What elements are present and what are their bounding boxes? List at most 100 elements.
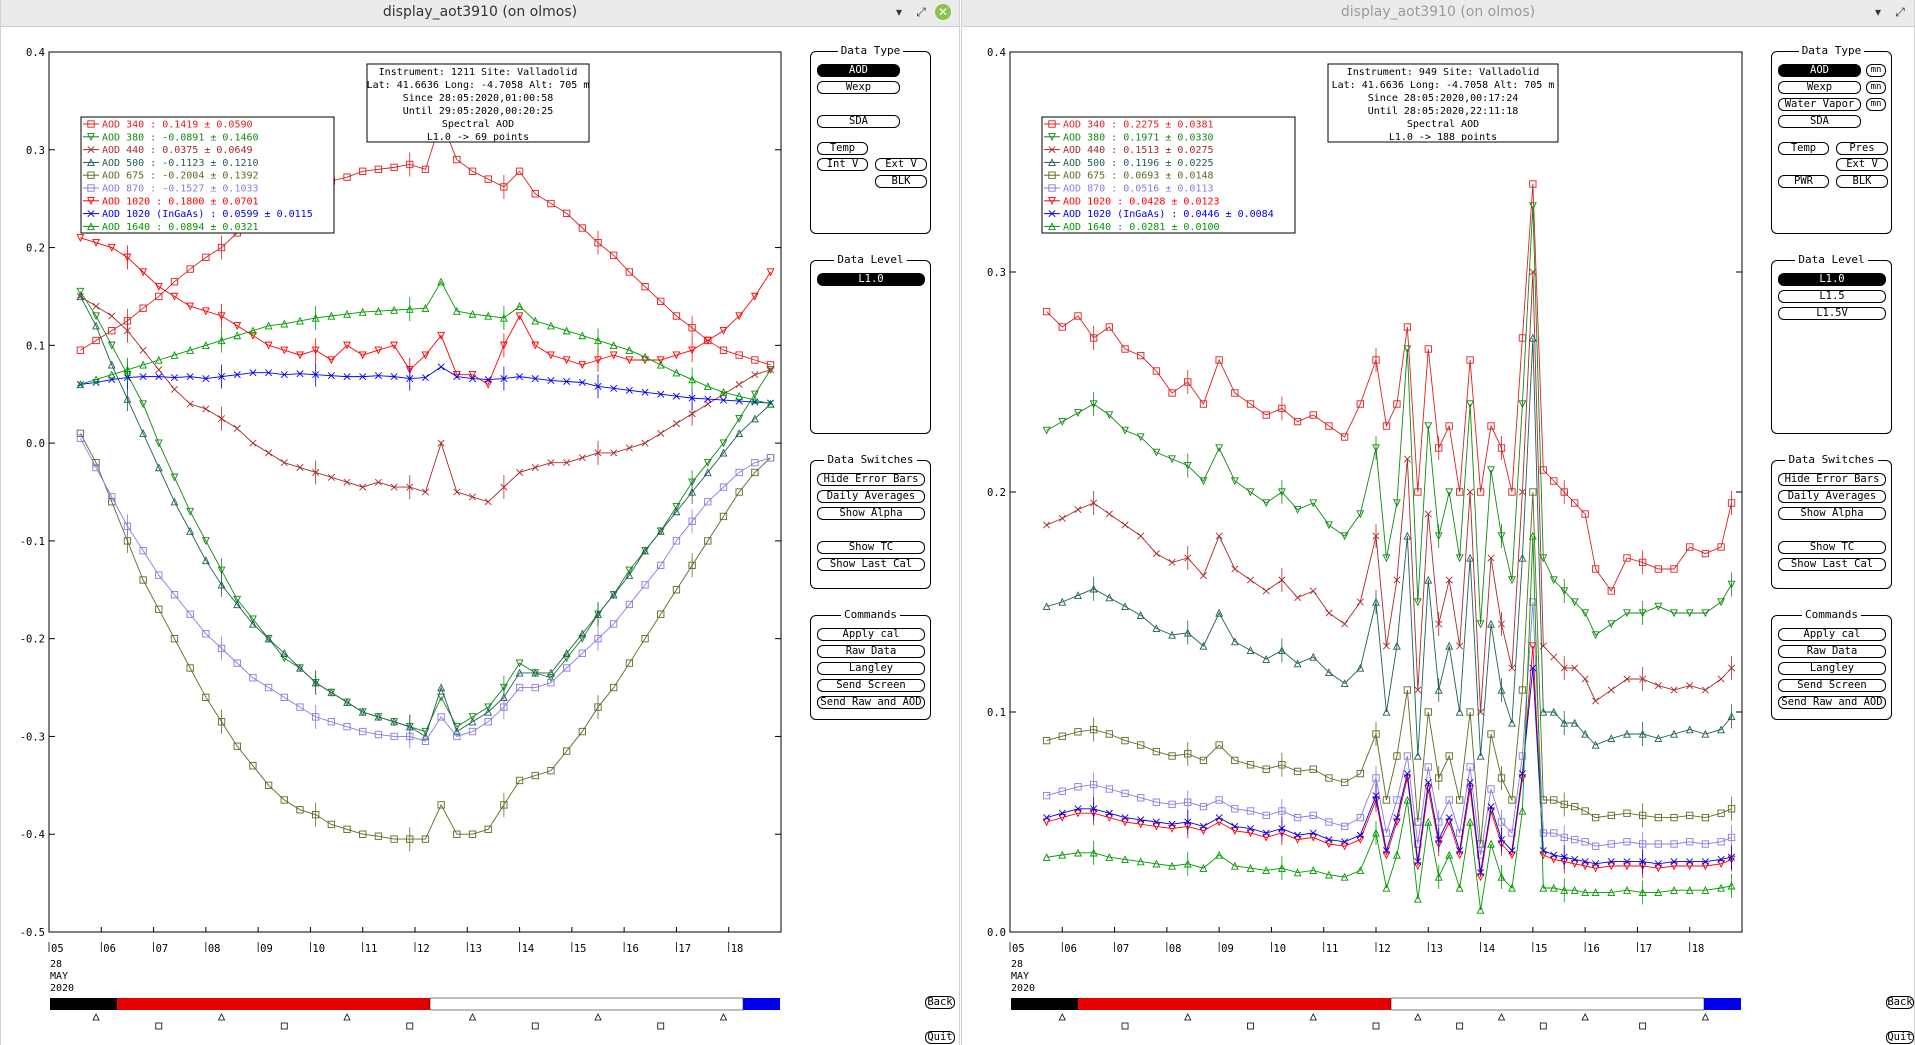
- show-tc-button[interactable]: Show TC: [1778, 541, 1886, 554]
- ext-v-button[interactable]: Ext V: [1836, 158, 1888, 171]
- data-point: [547, 674, 555, 682]
- daily-averages-button[interactable]: Daily Averages: [1778, 490, 1886, 503]
- hide-error-bars-button[interactable]: Hide Error Bars: [817, 473, 925, 486]
- raw-data-button[interactable]: Raw Data: [817, 645, 925, 658]
- data-point: [1654, 840, 1662, 848]
- mn-button[interactable]: mn: [1866, 98, 1886, 111]
- data-point: [1048, 146, 1056, 154]
- data-point: [1293, 767, 1302, 776]
- data-point: [1549, 855, 1558, 864]
- temp-button[interactable]: Temp: [817, 142, 868, 155]
- data-point: [1341, 838, 1349, 846]
- close-icon[interactable]: ✕: [935, 4, 951, 20]
- data-point: [1445, 752, 1453, 760]
- data-point: [1539, 707, 1548, 716]
- data-point: [1518, 553, 1527, 562]
- series-line: [80, 119, 771, 366]
- mn-button[interactable]: mn: [1866, 64, 1886, 77]
- x-tick-label: 09: [260, 943, 273, 955]
- mn-button[interactable]: mn: [1866, 81, 1886, 94]
- pres-button[interactable]: Pres: [1836, 142, 1888, 155]
- show-tc-button[interactable]: Show TC: [817, 541, 925, 554]
- show-last-cal-button[interactable]: Show Last Cal: [1778, 558, 1886, 571]
- data-point: [1685, 609, 1694, 618]
- data-point: [735, 380, 743, 388]
- y-tick-label: 0.1: [26, 340, 45, 352]
- apply-cal-button[interactable]: Apply cal: [1778, 628, 1886, 641]
- aod-button[interactable]: AOD: [1778, 64, 1861, 77]
- restore-icon[interactable]: ⤢: [916, 5, 926, 19]
- wexp-button[interactable]: Wexp: [817, 81, 900, 94]
- minimize-icon[interactable]: ▾: [1874, 5, 1882, 19]
- data-point: [1529, 180, 1537, 188]
- show-alpha-button[interactable]: Show Alpha: [1778, 507, 1886, 520]
- legend-entry: AOD 1640 : 0.0894 ± 0.0321: [102, 222, 259, 233]
- minimize-icon[interactable]: ▾: [895, 5, 903, 19]
- sda-button[interactable]: SDA: [817, 115, 900, 128]
- data-point: [719, 396, 728, 404]
- y-tick-label: 0.3: [987, 267, 1006, 279]
- aod-button[interactable]: AOD: [817, 64, 900, 77]
- send-raw-and-aod-button[interactable]: Send Raw and AOD: [817, 696, 925, 709]
- data-point: [233, 371, 241, 379]
- raw-data-button[interactable]: Raw Data: [1778, 645, 1886, 658]
- data-point: [1262, 866, 1271, 875]
- data-point: [154, 463, 163, 472]
- send-screen-button[interactable]: Send Screen: [1778, 679, 1886, 692]
- hide-error-bars-button[interactable]: Hide Error Bars: [1778, 473, 1886, 486]
- show-last-cal-button[interactable]: Show Last Cal: [817, 558, 925, 571]
- data-point: [1445, 814, 1453, 822]
- data-point: [1466, 553, 1475, 562]
- wexp-button[interactable]: Wexp: [1778, 81, 1861, 94]
- data-point: [751, 459, 759, 467]
- send-screen-button[interactable]: Send Screen: [817, 679, 925, 692]
- data-point: [76, 434, 85, 442]
- x-tick-label: 10: [1273, 943, 1286, 955]
- event-mark: [1058, 1013, 1066, 1021]
- data-point: [139, 547, 147, 555]
- data-point: [1356, 769, 1364, 778]
- restore-icon[interactable]: ⤢: [1895, 5, 1905, 19]
- data-point: [1670, 813, 1678, 822]
- data-point: [1717, 860, 1726, 869]
- show-alpha-button[interactable]: Show Alpha: [817, 507, 925, 520]
- langley-button[interactable]: Langley: [817, 662, 925, 675]
- back-button[interactable]: Back: [925, 996, 955, 1009]
- level-l1-0-button[interactable]: L1.0: [1778, 273, 1886, 286]
- level-l1-5-button[interactable]: L1.5: [1778, 290, 1886, 303]
- event-mark: [1456, 1022, 1464, 1030]
- data-point: [1487, 785, 1495, 793]
- blk-button[interactable]: BLK: [875, 175, 927, 188]
- blk-button[interactable]: BLK: [1836, 175, 1888, 188]
- data-point: [1670, 885, 1678, 894]
- data-point: [1529, 664, 1537, 672]
- temp-button[interactable]: Temp: [1778, 142, 1829, 155]
- int-v-button[interactable]: Int V: [817, 158, 868, 171]
- apply-cal-button[interactable]: Apply cal: [817, 628, 925, 641]
- quit-button[interactable]: Quit: [1886, 1031, 1914, 1044]
- level-l1-0-button[interactable]: L1.0: [817, 273, 925, 286]
- data-point: [1592, 697, 1600, 705]
- timeline-red: [117, 998, 430, 1010]
- langley-button[interactable]: Langley: [1778, 662, 1886, 675]
- data-point: [1152, 822, 1161, 831]
- y-tick-label: -0.5: [20, 927, 45, 939]
- data-point: [657, 297, 665, 305]
- send-raw-and-aod-button[interactable]: Send Raw and AOD: [1778, 696, 1886, 709]
- sda-button[interactable]: SDA: [1778, 115, 1861, 128]
- water-vapor-button[interactable]: Water Vapor: [1778, 98, 1861, 111]
- pwr-button[interactable]: PWR: [1778, 175, 1829, 188]
- data-point: [1340, 679, 1349, 688]
- ext-v-button[interactable]: Ext V: [875, 158, 927, 171]
- data-point: [672, 368, 681, 377]
- event-mark: [468, 1013, 477, 1021]
- level-l1-5v-button[interactable]: L1.5V: [1778, 307, 1886, 320]
- back-button[interactable]: Back: [1886, 996, 1914, 1009]
- data-point: [703, 468, 712, 477]
- quit-button[interactable]: Quit: [925, 1031, 955, 1044]
- series-line: [1046, 491, 1732, 845]
- data-point: [750, 390, 759, 399]
- data-point: [249, 369, 257, 377]
- event-mark: [1414, 1013, 1422, 1021]
- daily-averages-button[interactable]: Daily Averages: [817, 490, 925, 503]
